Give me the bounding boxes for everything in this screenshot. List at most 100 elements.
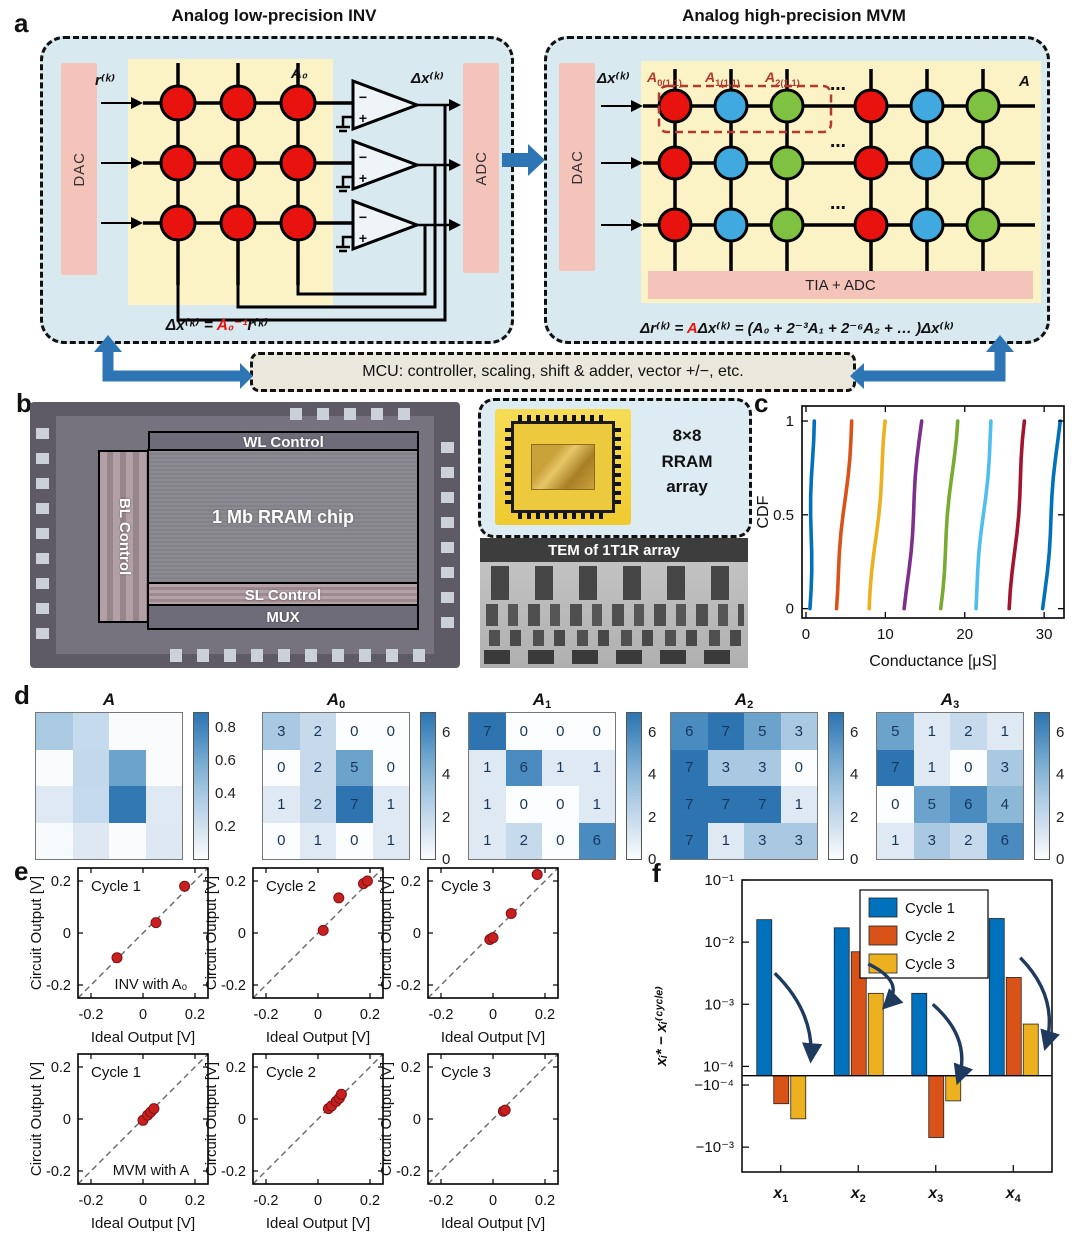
colorbar-tick: 0 <box>442 851 451 868</box>
dxk-input-label: Δx⁽ᵏ⁾ <box>597 70 630 87</box>
dac-label: DAC <box>70 151 88 187</box>
svg-text:0.2: 0.2 <box>51 1060 71 1076</box>
eq-red: A <box>686 320 698 337</box>
svg-text:0.2: 0.2 <box>226 1060 246 1076</box>
heatmap-cell: 0 <box>877 786 914 823</box>
package-pins <box>518 415 608 421</box>
inv-title: Analog low-precision INV <box>171 6 377 25</box>
heatmap-A1: A1 7 0 0 0 1 6 1 1 1 0 0 1 1 2 0 6 0 2 4 6 <box>468 690 688 872</box>
package-pins <box>518 513 608 519</box>
svg-text:x3: x3 <box>927 1185 943 1205</box>
svg-text:0: 0 <box>413 1112 421 1128</box>
svg-text:0.2: 0.2 <box>401 874 421 890</box>
heatmap-cell: 0 <box>372 713 409 750</box>
heatmap-cell: 3 <box>780 822 817 859</box>
heatmap-A2: A2 6 7 5 3 7 3 3 0 7 7 7 1 7 1 3 3 0 2 4 6 <box>670 690 890 872</box>
eq-pre: Δx⁽ᵏ⁾ = <box>165 317 217 334</box>
rram-die <box>531 444 595 490</box>
a0-label: A₀ <box>291 65 308 82</box>
svg-text:Ideal Output [V]: Ideal Output [V] <box>91 1029 195 1046</box>
tem-structures <box>484 630 744 646</box>
mcu-text: MCU: controller, scaling, shift & adder,… <box>362 363 744 380</box>
scatter-mvm-cycle1: -0.2 -0.2 0 0 0.2 0.2 Cycle 1 MVM with A Ideal O… <box>28 1053 209 1232</box>
heatmap-cell: 3 <box>986 749 1023 786</box>
a-matrix-label: A <box>1019 73 1030 90</box>
heatmap-cell: 6 <box>505 749 542 786</box>
svg-text:-0.2: -0.2 <box>396 978 421 994</box>
sl-control-label: SL Control <box>244 586 322 604</box>
svg-text:0.2: 0.2 <box>51 874 71 890</box>
heatmap-cell: 0 <box>780 749 817 786</box>
heatmap-cell <box>36 713 73 750</box>
heatmap-cell: 5 <box>913 786 950 823</box>
heatmap-cell: 0 <box>505 786 542 823</box>
heatmap-cell: 0 <box>263 822 300 859</box>
rram-array-label: 1 Mb RRAM chip <box>212 507 354 527</box>
svg-text:30: 30 <box>1036 626 1053 643</box>
svg-text:0: 0 <box>489 1193 497 1209</box>
heatmap-cell: 6 <box>671 713 708 750</box>
adc-label: ADC <box>472 150 490 186</box>
heatmap-cell <box>145 713 182 750</box>
colorbar-tick: 6 <box>648 724 657 742</box>
svg-text:-0.2: -0.2 <box>79 1193 104 1209</box>
heatmap-cell <box>145 786 182 823</box>
mvm-equation: Δr⁽ᵏ⁾ = AΔx⁽ᵏ⁾ = (A₀ + 2⁻³A₁ + 2⁻⁶A₂ + …… <box>547 319 1047 337</box>
svg-text:⋯: ⋯ <box>830 81 846 98</box>
heatmap-cell <box>36 822 73 859</box>
colorbar-tick: 2 <box>850 808 859 826</box>
svg-text:0: 0 <box>139 1193 147 1209</box>
svg-text:-0.2: -0.2 <box>429 1007 454 1023</box>
svg-text:-0.2: -0.2 <box>429 1193 454 1209</box>
svg-text:A0(1,1): A0(1,1) <box>646 69 682 89</box>
colorbar-tick: 0.4 <box>215 785 236 803</box>
svg-text:Circuit Output [V]: Circuit Output [V] <box>28 876 45 990</box>
heatmap-cell: 3 <box>744 749 781 786</box>
svg-text:-0.2: -0.2 <box>396 1164 421 1180</box>
svg-text:0: 0 <box>238 926 246 942</box>
scatter-inv-cycle3: -0.2 -0.2 0 0 0.2 0.2 Cycle 3 Ideal Output [V] C… <box>378 867 559 1046</box>
svg-text:CDF: CDF <box>755 495 772 528</box>
svg-text:Ideal Output [V]: Ideal Output [V] <box>441 1215 545 1232</box>
heatmap-cell <box>72 749 109 786</box>
svg-text:Cycle 1: Cycle 1 <box>91 1064 141 1081</box>
colorbar-tick: 0 <box>1056 851 1065 868</box>
svg-text:0.2: 0.2 <box>185 1193 205 1209</box>
mux-block: MUX <box>147 604 419 630</box>
heatmap-cell: 1 <box>372 786 409 823</box>
svg-text:Circuit Output [V]: Circuit Output [V] <box>378 876 395 990</box>
svg-text:0.2: 0.2 <box>185 1007 205 1023</box>
heatmap-cell: 7 <box>744 786 781 823</box>
svg-text:0: 0 <box>238 1112 246 1128</box>
inv-panel: − + − + − + DAC ADC r⁽ᵏ⁾ A₀ Δx⁽ᵏ⁾ Δx⁽ᵏ⁾ = A₀⁻… <box>40 36 514 344</box>
caption-line: array <box>666 477 708 496</box>
svg-text:10: 10 <box>877 626 894 643</box>
svg-text:Circuit Output [V]: Circuit Output [V] <box>378 1062 395 1176</box>
svg-text:10⁻²: 10⁻² <box>704 934 734 951</box>
heatmap-cell <box>145 749 182 786</box>
inv-to-mvm-arrow <box>502 144 545 176</box>
tem-caption: TEM of 1T1R array <box>480 538 748 562</box>
svg-text:Ideal Output [V]: Ideal Output [V] <box>441 1029 545 1046</box>
heatmap-cell: 1 <box>372 822 409 859</box>
heatmap-cell: 0 <box>542 786 579 823</box>
heatmap-cell: 7 <box>707 713 744 750</box>
heatmap-cell: 3 <box>263 713 300 750</box>
heatmap-cell: 1 <box>542 749 579 786</box>
heatmap-cell: 7 <box>336 786 373 823</box>
heatmap-cell: 0 <box>542 713 579 750</box>
svg-text:Conductance [μS]: Conductance [μS] <box>869 653 997 670</box>
svg-text:0: 0 <box>139 1007 147 1023</box>
svg-text:20: 20 <box>956 626 973 643</box>
bl-control-label: BL Control <box>116 497 133 576</box>
svg-text:Ideal Output [V]: Ideal Output [V] <box>266 1215 370 1232</box>
tem-image: TEM of 1T1R array <box>480 538 748 668</box>
svg-text:0: 0 <box>63 926 71 942</box>
heatmap-cell <box>36 786 73 823</box>
colorbar-tick: 4 <box>850 766 859 784</box>
heatmap-cell: 1 <box>469 749 506 786</box>
heatmap-cell: 1 <box>469 786 506 823</box>
wl-control-label: WL Control <box>243 434 324 451</box>
mcu-box: MCU: controller, scaling, shift & adder,… <box>250 352 856 392</box>
scatter-inv-cycle2: -0.2 -0.2 0 0 0.2 0.2 Cycle 2 Ideal Output [V] C… <box>203 867 384 1046</box>
